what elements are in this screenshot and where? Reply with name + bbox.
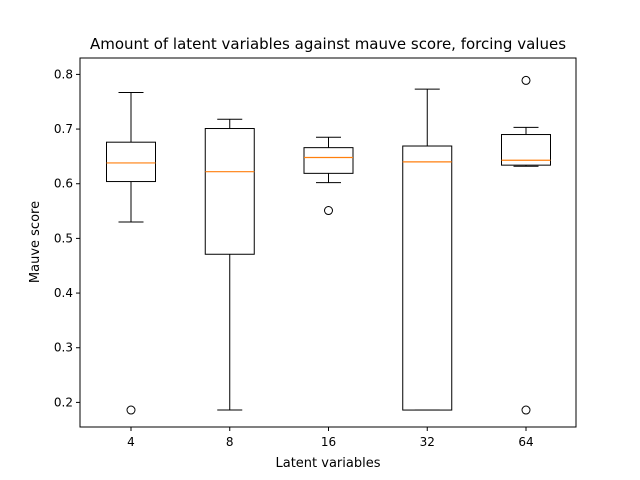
y-axis-label: Mauve score	[28, 201, 43, 283]
y-tick-label: 0.4	[54, 286, 73, 300]
y-tick-label: 0.7	[54, 122, 73, 136]
y-tick-label: 0.5	[54, 231, 73, 245]
box-iqr	[106, 141, 156, 183]
y-tick-label: 0.6	[54, 177, 73, 191]
outlier-point	[521, 75, 531, 85]
x-tick-label: 64	[518, 435, 533, 449]
outlier-point	[324, 206, 333, 216]
outlier-point	[126, 405, 136, 415]
y-tick-label: 0.2	[54, 395, 73, 409]
x-tick-label: 32	[420, 435, 435, 449]
box-iqr	[402, 145, 453, 411]
box-iqr	[204, 128, 255, 255]
x-axis-label: Latent variables	[276, 456, 381, 471]
x-tick-label: 8	[226, 435, 234, 449]
plot-area: 4 8 16 32 64 0.2 0.3 0.4 0.5 0.6 0.7 0.8	[54, 57, 577, 449]
plot-frame	[79, 57, 577, 428]
x-tick-label: 16	[321, 435, 336, 449]
box-iqr	[501, 134, 551, 166]
outlier-point	[521, 405, 531, 415]
y-tick-label: 0.8	[54, 67, 73, 81]
chart-title: Amount of latent variables against mauve…	[90, 35, 566, 53]
box-iqr	[303, 147, 354, 174]
y-tick-label: 0.3	[54, 341, 73, 355]
x-tick-label: 4	[127, 435, 135, 449]
